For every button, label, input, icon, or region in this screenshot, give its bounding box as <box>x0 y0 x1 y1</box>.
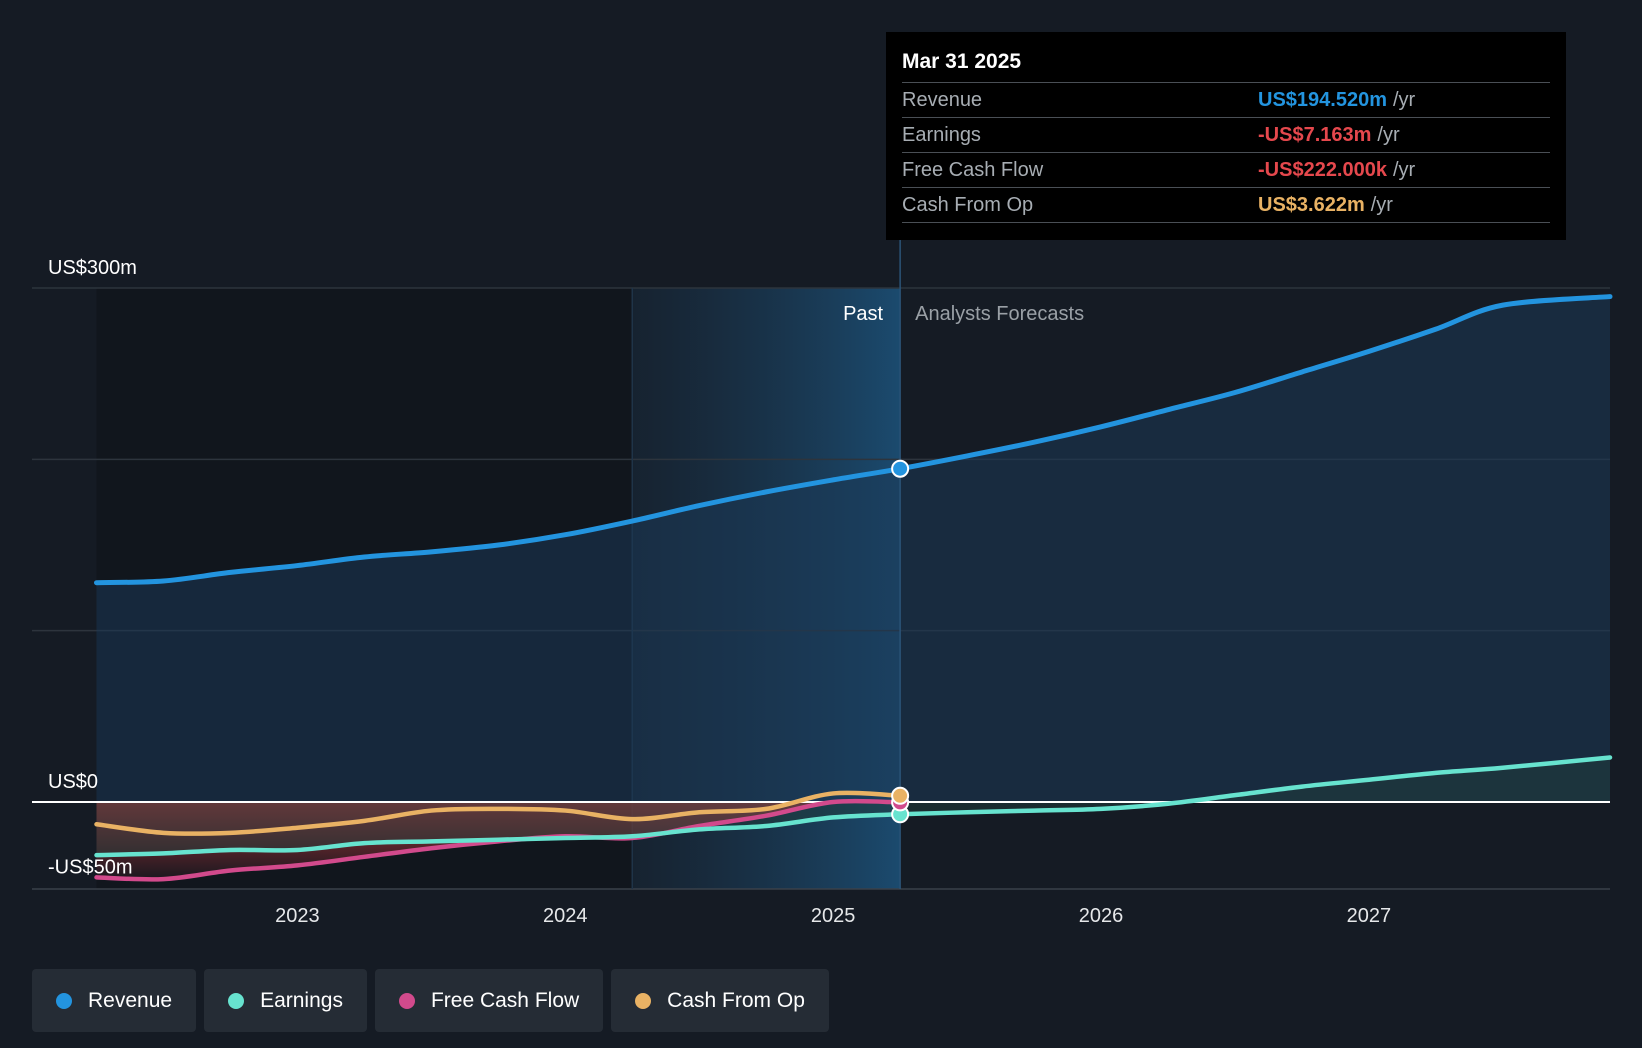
earnings-line <box>94 755 1613 858</box>
tooltip-unit: /yr <box>1392 159 1416 181</box>
tooltip-value: -US$222.000k <box>1258 159 1387 181</box>
y-axis-labels: US$300m US$0 -US$50m <box>48 257 137 879</box>
tooltip-value: US$194.520m <box>1258 89 1387 111</box>
series-lines <box>94 294 1613 882</box>
tooltip-row-revenue: Revenue US$194.520m /yr <box>902 83 1550 118</box>
x-axis-labels: 2023 2024 2025 2026 2027 <box>275 905 1391 927</box>
tooltip-row-earnings: Earnings -US$7.163m /yr <box>902 118 1550 153</box>
past-label: Past <box>843 303 883 325</box>
tooltip-name: Revenue <box>902 89 983 111</box>
y-tick-label: US$0 <box>48 771 98 793</box>
data-tooltip: Mar 31 2025 Revenue US$194.520m /yr Earn… <box>886 32 1566 240</box>
tooltip-name: Free Cash Flow <box>902 159 1044 181</box>
y-tick-label: US$300m <box>48 257 137 279</box>
tooltip-row-cash-from-op: Cash From Op US$3.622m /yr <box>902 188 1550 223</box>
legend-label: Free Cash Flow <box>430 988 580 1012</box>
legend-item-revenue[interactable]: Revenue <box>32 969 197 1032</box>
cfo-marker <box>891 786 910 805</box>
highlight-markers <box>891 459 910 824</box>
revenue-area <box>96 296 1610 802</box>
revenue-line <box>94 294 1613 586</box>
x-tick-label: 2024 <box>543 905 588 927</box>
tooltip-value: US$3.622m <box>1258 194 1365 216</box>
tooltip-row-free-cash-flow: Free Cash Flow -US$222.000k /yr <box>902 153 1550 188</box>
earnings-area <box>96 757 1610 856</box>
legend-dot-icon <box>228 992 245 1009</box>
forecast-label: Analysts Forecasts <box>915 303 1084 325</box>
legend-dot-icon <box>635 992 652 1009</box>
x-tick-label: 2025 <box>811 905 856 927</box>
tooltip-name: Earnings <box>902 124 981 146</box>
legend-label: Cash From Op <box>667 988 805 1012</box>
tooltip-unit: /yr <box>1377 124 1400 146</box>
tooltip-date: Mar 31 2025 <box>902 46 1550 83</box>
tooltip-name: Cash From Op <box>902 194 1034 216</box>
legend-label: Revenue <box>88 988 173 1012</box>
legend-label: Earnings <box>260 988 343 1012</box>
y-tick-label: -US$50m <box>48 857 132 879</box>
legend-item-free-cash-flow[interactable]: Free Cash Flow <box>374 969 604 1032</box>
x-tick-label: 2026 <box>1079 905 1124 927</box>
tooltip-unit: /yr <box>1392 89 1416 111</box>
revenue-marker <box>891 459 910 478</box>
x-tick-label: 2027 <box>1347 905 1392 927</box>
tooltip-unit: /yr <box>1370 194 1393 216</box>
legend: Revenue Earnings Free Cash Flow Cash Fro… <box>32 969 829 1032</box>
legend-dot-icon <box>56 992 72 1009</box>
legend-dot-icon <box>398 992 415 1009</box>
legend-item-cash-from-op[interactable]: Cash From Op <box>611 969 829 1032</box>
x-tick-label: 2023 <box>275 905 320 927</box>
legend-item-earnings[interactable]: Earnings <box>204 969 367 1032</box>
tooltip-value: -US$7.163m <box>1258 124 1372 146</box>
cfo-line <box>94 790 903 836</box>
